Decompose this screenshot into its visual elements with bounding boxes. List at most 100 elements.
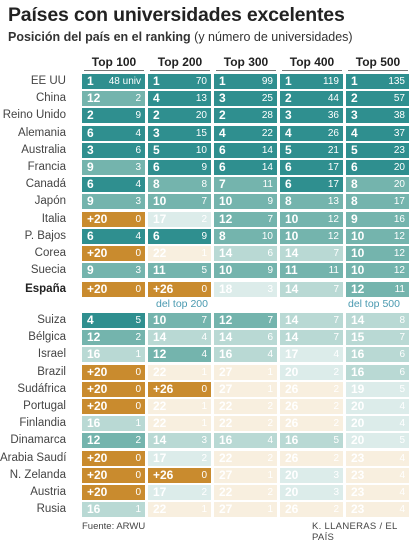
chart-subtitle: Posición del país en el ranking (y númer… [8,30,353,44]
rank-value: 14 [285,330,299,345]
country-label: Reino Unido [2,109,66,122]
university-count: 20 [393,179,405,191]
rank-cell: +20 0 [82,211,145,227]
rank-cell: +20 0 [82,450,145,466]
university-count: 2 [267,452,273,464]
university-count: 1 [135,504,141,516]
rank-value: +20 [87,450,108,465]
rank-value: 12 [87,330,101,345]
rank-value: 14 [351,313,365,327]
university-count: 9 [135,110,141,122]
country-label: N. Zelanda [9,468,66,481]
rank-cell: 10 9 [214,194,277,210]
university-count: 4 [399,452,405,464]
rank-cell: 23 4 [346,467,409,483]
university-count: 0 [135,366,141,378]
university-count: 135 [388,76,405,87]
rank-value: 18 [219,282,233,296]
rank-value: 22 [153,364,167,379]
rank-value: 8 [153,177,160,192]
rank-cell: 1 119 [280,74,343,89]
country-label: Corea [34,247,66,259]
rank-value: +20 [87,246,108,260]
rank-cell: 4 37 [346,125,409,141]
rank-value: 22 [219,399,233,413]
rank-cell: 10 12 [346,246,409,261]
rank-cell: 1 99 [214,74,277,89]
country-label: Brazil [37,365,66,378]
university-count: 1 [267,383,273,395]
university-count: 7 [333,315,339,326]
rank-cell: 22 1 [148,416,211,432]
university-count: 6 [267,332,273,344]
rank-value: +20 [87,211,108,226]
column-header-rule [216,70,276,71]
university-count: 15 [195,127,207,139]
column-header-top-400: Top 400 [289,55,335,69]
chart-title: Países con universidades excelentes [8,4,345,26]
rank-cell: 3 38 [346,108,409,124]
rank-cell: 9 16 [346,211,409,227]
university-count: 0 [135,284,141,295]
rank-cell: +20 0 [82,246,145,261]
rank-value: 10 [285,228,299,243]
rank-value: 3 [219,91,226,106]
rank-cell: 20 4 [346,416,409,432]
rank-value: 2 [153,108,160,123]
rank-value: 20 [285,364,299,379]
university-count: 2 [135,93,141,105]
university-count: 6 [267,248,273,259]
rank-value: 26 [285,416,299,431]
rank-value: 16 [87,347,101,362]
rank-value: +20 [87,282,108,296]
university-count: 0 [135,213,141,225]
rank-value: 14 [153,433,167,448]
column-header-top-100: Top 100 [91,55,137,69]
university-count: 1 [201,504,207,516]
university-count: 20 [393,162,405,173]
rank-cell: 3 36 [280,108,343,124]
rank-value: 9 [87,160,94,174]
rank-value: 16 [87,502,101,517]
rank-value: 17 [153,450,167,465]
university-count: 12 [327,213,339,225]
rank-cell: 12 2 [82,433,145,449]
university-count: 0 [201,284,207,295]
rank-value: 26 [285,502,299,517]
university-count: 26 [327,127,339,139]
university-count: 7 [333,248,339,259]
university-count: 9 [201,230,207,242]
rank-cell: 4 22 [214,125,277,141]
rank-value: 14 [285,246,299,260]
rank-value: 6 [285,160,292,174]
university-count: 17 [393,196,405,208]
university-count: 9 [267,196,273,208]
rank-cell: 17 2 [148,485,211,500]
university-count: 7 [399,332,405,344]
university-count: 119 [323,76,339,87]
rank-value: 10 [219,263,233,278]
rank-cell: +20 0 [82,364,145,380]
rank-value: +20 [87,399,108,413]
rank-value: 17 [153,485,167,499]
university-count: 3 [135,162,141,173]
university-count: 28 [261,110,273,122]
university-count: 4 [399,504,405,516]
country-label: Austria [30,486,66,498]
university-count: 6 [135,144,141,156]
rank-cell: 6 14 [214,160,277,175]
university-count: 37 [393,127,405,139]
rank-cell: 8 13 [280,194,343,210]
university-count: 1 [201,401,207,412]
rank-cell: +26 0 [148,381,211,397]
rank-cell: 14 7 [280,282,343,297]
rank-value: 10 [351,246,365,260]
rank-value: 4 [153,91,160,106]
rank-value: 10 [351,228,365,243]
rank-cell: 12 7 [214,313,277,328]
rank-value: 27 [219,467,233,482]
